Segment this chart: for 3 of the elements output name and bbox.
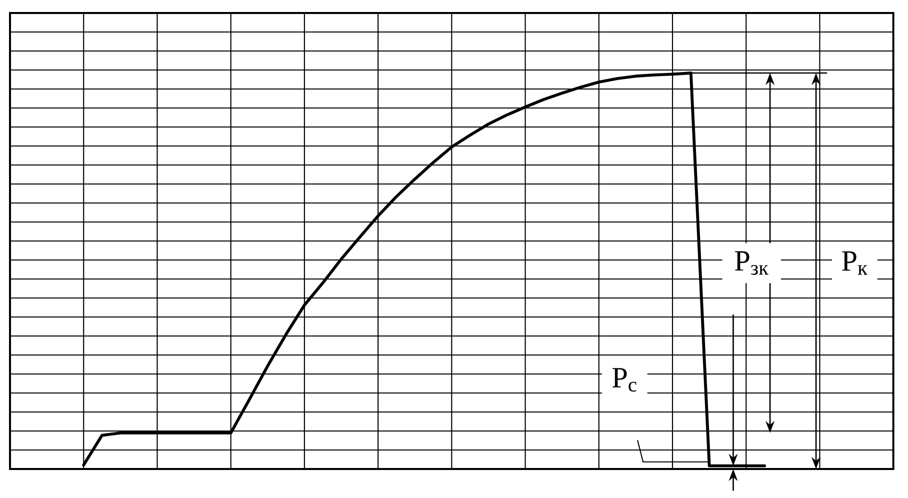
text: P$_{к}$: [842, 251, 868, 275]
annotation: P$_{зк}$: [734, 251, 769, 275]
annotation: P$_{с}$: [612, 368, 636, 392]
